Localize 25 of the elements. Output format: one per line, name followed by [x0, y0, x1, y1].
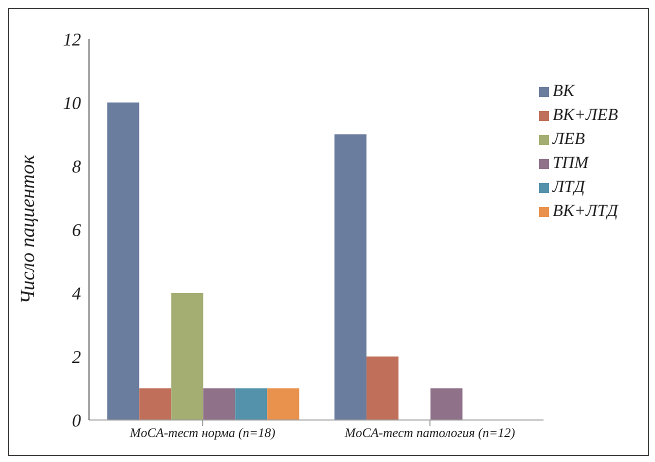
legend-label: ВК+ЛЕВ: [552, 105, 618, 124]
legend-label: ЛЕВ: [552, 129, 585, 148]
y-tick-label: 4: [72, 283, 81, 304]
bar: [171, 293, 204, 420]
y-axis-title: Число пациенток: [17, 154, 40, 304]
y-tick-label: 0: [72, 410, 81, 430]
bar: [139, 388, 172, 420]
x-tick-label: MoCA-тест норма (n=18): [128, 425, 276, 440]
bar: [334, 134, 366, 420]
bar: [366, 356, 398, 420]
y-tick-label: 12: [63, 29, 81, 50]
y-tick-label: 8: [72, 156, 81, 176]
y-tick-label: 2: [72, 346, 81, 367]
bar: [267, 388, 300, 420]
bar: [203, 388, 236, 420]
bar: [430, 388, 462, 420]
legend-label: ТПМ: [552, 153, 588, 172]
legend-label: ВК: [552, 81, 574, 100]
x-tick-label: MoCA-тест патология (n=12): [344, 425, 516, 440]
legend-label: ВК+ЛТД: [552, 201, 618, 220]
y-tick-label: 10: [63, 92, 81, 113]
bar: [107, 102, 140, 420]
legend-label: ЛТД: [552, 177, 585, 196]
y-tick-label: 6: [72, 220, 81, 240]
bar: [235, 388, 268, 420]
